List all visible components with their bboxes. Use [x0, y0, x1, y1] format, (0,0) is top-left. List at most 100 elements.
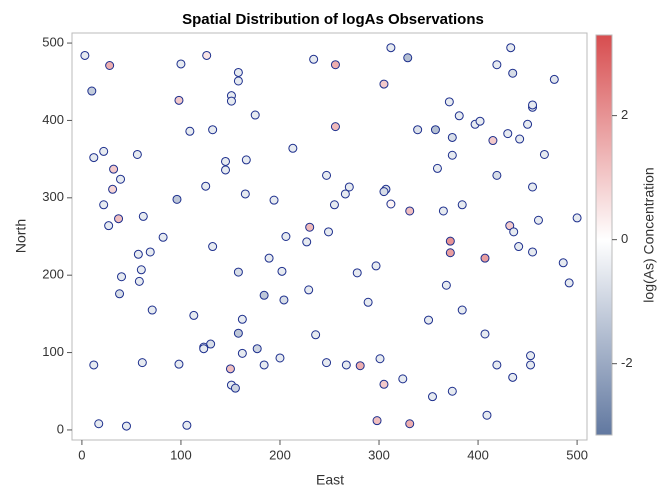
point	[526, 360, 536, 370]
point	[528, 247, 538, 257]
point	[386, 43, 396, 53]
point	[492, 360, 502, 370]
x-tick-label: 500	[566, 447, 588, 462]
points	[80, 43, 582, 431]
point	[447, 150, 457, 160]
point	[508, 68, 518, 78]
point	[279, 295, 289, 305]
point	[509, 227, 519, 237]
point	[99, 146, 109, 156]
x-tick-label: 300	[368, 447, 390, 462]
point	[288, 143, 298, 153]
point	[114, 214, 124, 224]
point	[221, 156, 231, 166]
point	[447, 132, 457, 142]
y-tick-label: 400	[42, 112, 64, 127]
point	[508, 372, 518, 382]
point	[405, 206, 415, 216]
point	[137, 358, 147, 368]
point	[432, 163, 442, 173]
point	[324, 227, 334, 237]
point	[352, 268, 362, 278]
point	[176, 59, 186, 69]
y-tick-label: 200	[42, 267, 64, 282]
point	[363, 297, 373, 307]
point	[104, 221, 114, 231]
point	[185, 126, 195, 136]
y-tick-label: 100	[42, 344, 64, 359]
point	[202, 50, 212, 60]
y-tick-label: 300	[42, 189, 64, 204]
point	[322, 358, 332, 368]
point	[116, 174, 126, 184]
point	[539, 149, 549, 159]
point	[174, 95, 184, 105]
y-tick-label: 0	[57, 421, 64, 436]
point	[444, 97, 454, 107]
point	[201, 181, 211, 191]
point	[330, 122, 340, 132]
point	[457, 305, 467, 315]
point	[252, 344, 262, 354]
point	[492, 170, 502, 180]
point	[405, 419, 415, 429]
point	[379, 187, 389, 197]
point	[264, 253, 274, 263]
point	[428, 392, 437, 402]
point	[330, 60, 340, 70]
point	[133, 249, 143, 259]
point	[304, 285, 314, 295]
point	[533, 215, 543, 225]
point	[309, 54, 319, 64]
point	[341, 360, 351, 370]
colorbar-label: log(As) Concentration	[641, 167, 657, 302]
point	[145, 247, 155, 257]
colorbar-tick-label: 2	[621, 107, 628, 122]
point	[108, 184, 118, 194]
point	[549, 74, 559, 84]
point	[305, 222, 315, 232]
point	[375, 354, 385, 364]
point	[564, 278, 574, 288]
point	[505, 221, 515, 231]
point	[447, 386, 457, 396]
y-axis-label: North	[13, 219, 29, 253]
point	[89, 153, 99, 163]
point	[503, 129, 513, 139]
point	[379, 379, 389, 389]
point	[226, 96, 236, 106]
x-tick-label: 400	[467, 447, 489, 462]
colorbar-tick-label: 0	[621, 231, 628, 246]
point	[233, 67, 243, 77]
x-tick-label: 200	[269, 447, 291, 462]
point	[89, 360, 99, 370]
point	[230, 383, 240, 393]
point	[87, 86, 97, 96]
colorbar	[595, 34, 613, 436]
point	[121, 421, 131, 431]
point	[438, 206, 448, 216]
x-tick-label: 100	[170, 447, 192, 462]
point	[172, 194, 182, 204]
point	[515, 134, 525, 144]
point	[344, 182, 354, 192]
point	[424, 315, 434, 325]
point	[250, 110, 260, 120]
point	[225, 364, 235, 374]
point	[277, 266, 287, 276]
point	[528, 182, 538, 192]
point	[386, 199, 396, 209]
point	[117, 272, 127, 282]
point	[302, 237, 312, 247]
point	[281, 232, 291, 241]
x-axis-label: East	[316, 472, 344, 488]
point	[514, 242, 524, 252]
point	[109, 164, 119, 174]
point	[492, 60, 502, 70]
point	[237, 314, 247, 324]
point	[105, 60, 115, 70]
point	[233, 76, 243, 86]
point	[488, 136, 498, 146]
point	[99, 200, 109, 210]
point	[134, 276, 144, 286]
